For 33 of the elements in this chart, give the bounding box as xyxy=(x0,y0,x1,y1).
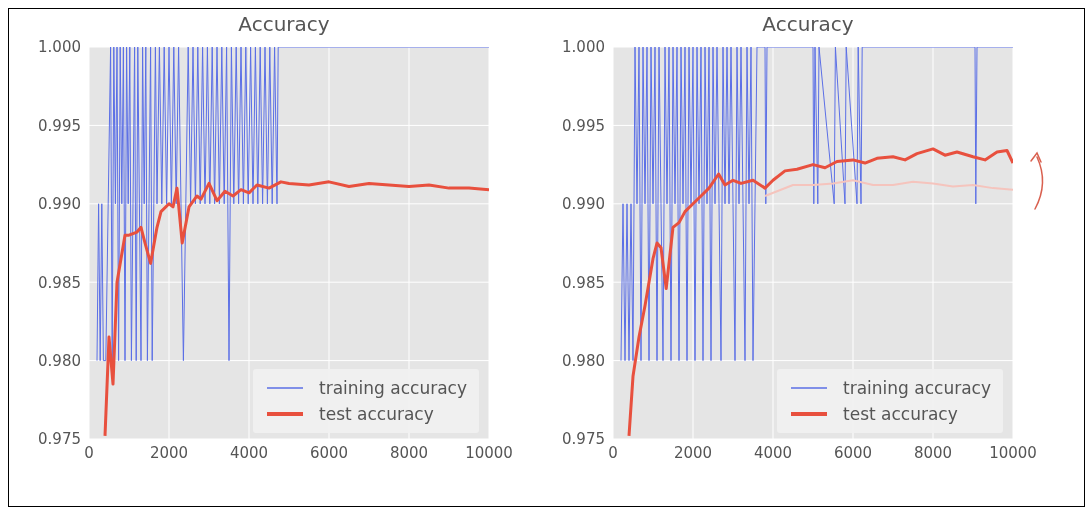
y-tick-label: 0.985 xyxy=(562,273,605,292)
x-tick-label: 2000 xyxy=(149,443,189,462)
line-series xyxy=(103,180,489,438)
legend-label: test accuracy xyxy=(319,404,434,424)
y-tick-label: 0.980 xyxy=(562,351,605,370)
x-tick-label: 8000 xyxy=(913,443,953,462)
chart-title: Accuracy xyxy=(238,12,330,36)
y-tick-label: 0.995 xyxy=(562,116,605,135)
legend-label: test accuracy xyxy=(843,404,958,424)
x-tick-label: 10000 xyxy=(465,443,513,462)
y-tick-label: 0.975 xyxy=(562,430,605,449)
x-tick-label: 6000 xyxy=(833,443,873,462)
legend-label: training accuracy xyxy=(843,378,991,398)
y-tick-label: 0.975 xyxy=(38,430,81,449)
x-tick-label: 4000 xyxy=(229,443,269,462)
x-tick-label: 2000 xyxy=(673,443,713,462)
y-tick-label: 0.990 xyxy=(562,195,605,214)
x-tick-label: 8000 xyxy=(389,443,429,462)
x-tick-label: 0 xyxy=(608,443,618,462)
x-tick-label: 4000 xyxy=(753,443,793,462)
y-tick-label: 0.980 xyxy=(38,351,81,370)
x-tick-label: 6000 xyxy=(309,443,349,462)
line-series xyxy=(627,147,1013,438)
y-tick-label: 0.985 xyxy=(38,273,81,292)
line-series xyxy=(764,179,1013,197)
legend-label: training accuracy xyxy=(319,378,467,398)
y-tick-label: 0.990 xyxy=(38,195,81,214)
chart-title: Accuracy xyxy=(762,12,854,36)
x-tick-label: 10000 xyxy=(989,443,1037,462)
x-tick-label: 0 xyxy=(84,443,94,462)
y-tick-label: 1.000 xyxy=(38,38,81,57)
y-tick-label: 1.000 xyxy=(562,38,605,57)
y-tick-label: 0.995 xyxy=(38,116,81,135)
